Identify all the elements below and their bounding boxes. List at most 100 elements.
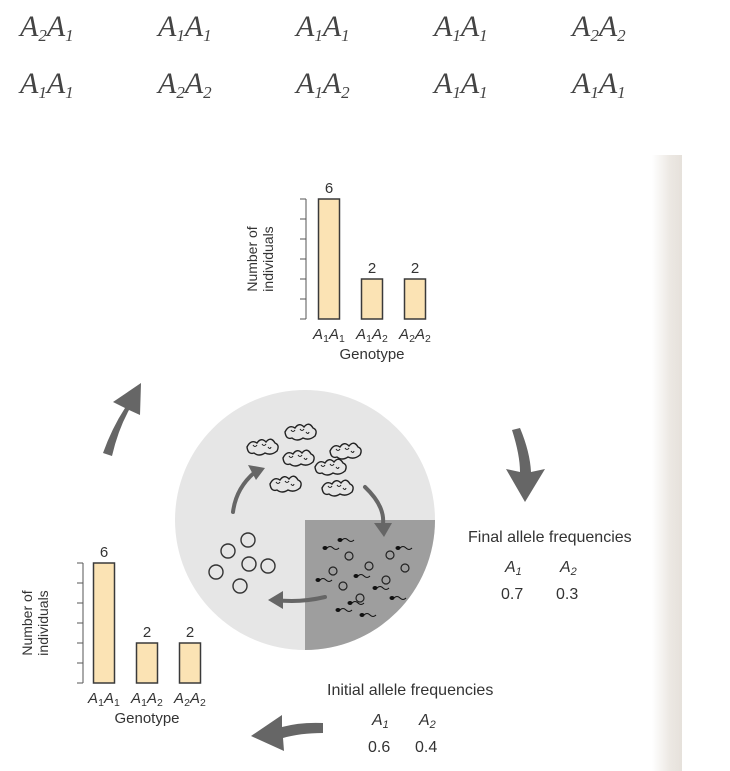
bar — [360, 278, 384, 320]
genotype-letter: A — [130, 690, 141, 707]
gametes — [315, 538, 413, 617]
sperm-head — [335, 608, 341, 612]
bar-value-label: 2 — [143, 624, 151, 641]
initial-freq-header-a2: A2 — [419, 712, 436, 731]
bar — [178, 642, 202, 684]
organism-outline — [321, 479, 354, 497]
egg-cell — [338, 581, 348, 591]
genotype-letter: A — [434, 67, 453, 100]
zygote — [208, 564, 224, 580]
genotype-letter: A — [371, 326, 382, 343]
x-axis-label: Genotype — [339, 346, 404, 363]
genotype-subscript: 1 — [452, 26, 461, 45]
x-axis-label: Genotype — [114, 710, 179, 727]
genotype-letter: A — [414, 326, 425, 343]
organism-detail — [275, 480, 295, 487]
genotype-letter: A — [598, 10, 618, 43]
sperm-head — [395, 546, 401, 550]
adult-organisms — [246, 423, 362, 497]
sperm-head — [372, 586, 378, 590]
final-freq-title: Final allele frequencies — [468, 529, 632, 546]
genotype-letter: A — [184, 10, 204, 43]
sperm-cell — [337, 538, 355, 542]
sperm-cell — [315, 578, 333, 582]
genotype-letter: A — [87, 690, 98, 707]
arrow-down-right — [506, 428, 545, 502]
egg-cell — [344, 551, 354, 561]
arrow-up-left — [103, 383, 141, 456]
inner-arrow-zygote-to-adult — [231, 470, 257, 514]
initial-freq-value-a1: 0.6 — [368, 739, 391, 756]
genotype-cell: A1A2 — [296, 67, 416, 103]
bar-value-label: 2 — [186, 624, 194, 641]
sperm-head — [337, 538, 343, 542]
genotype-letter: A — [322, 10, 342, 43]
inner-arrowhead — [248, 465, 265, 480]
zygote — [241, 556, 257, 572]
final-freq-header-a1-sub: 1 — [515, 566, 522, 578]
final-freq-value-a2: 0.3 — [556, 586, 579, 603]
genotype-letter: A — [20, 10, 39, 43]
genotype-subscript: 2 — [176, 83, 185, 102]
genotype-subscript: 2 — [157, 697, 163, 709]
genotype-subscript: 1 — [141, 697, 147, 709]
genotype-subscript: 1 — [176, 26, 185, 45]
category-label: A1 A2 — [130, 690, 163, 709]
genotype-subscript: 2 — [617, 26, 626, 45]
adult-organism — [329, 442, 362, 460]
initial-freq-header-a1: A1 — [372, 712, 389, 731]
y-axis-label: individuals — [35, 590, 51, 655]
genotype-letter: A — [296, 10, 315, 43]
sperm-head — [359, 613, 365, 617]
zygote — [260, 558, 276, 574]
genotype-subscript: 1 — [339, 333, 345, 345]
adult-organism — [321, 479, 354, 497]
initial-freq-title: Initial allele frequencies — [327, 682, 494, 699]
genotype-subscript: 1 — [452, 83, 461, 102]
genotype-letter: A — [398, 326, 409, 343]
sperm-head — [353, 574, 359, 578]
sperm-head — [315, 578, 321, 582]
sperm-tail — [341, 538, 355, 542]
inner-arrow-adult-to-gamete — [363, 485, 386, 526]
genotype-letter: A — [355, 326, 366, 343]
sperm-cell — [372, 586, 390, 590]
bar — [135, 642, 159, 684]
genotype-letter: A — [103, 690, 114, 707]
organism-detail — [288, 454, 308, 461]
genotype-subscript: 1 — [65, 83, 74, 102]
genotype-subscript: 2 — [382, 333, 388, 345]
genotype-subscript: 1 — [366, 333, 372, 345]
genotype-subscript: 1 — [590, 83, 599, 102]
egg-cell — [385, 550, 395, 560]
zygote — [240, 532, 256, 548]
genotype-subscript: 1 — [38, 83, 47, 102]
sperm-cell — [395, 546, 413, 550]
sperm-cell — [322, 546, 340, 550]
genotype-cell: A1A1 — [158, 10, 278, 46]
category-label: A1 A1 — [312, 326, 345, 345]
genotype-subscript: 2 — [590, 26, 599, 45]
genotype-letter: A — [572, 10, 591, 43]
genotype-cell: A1A1 — [572, 67, 692, 103]
organism-detail — [320, 463, 340, 470]
genotype-grid: A2A1 A1A1 A1A1 A1A1 A2A2 A1A1 A2A2 A1A2 A1A1 A1A1 — [0, 0, 730, 130]
organism-detail — [252, 443, 272, 450]
egg-cell — [381, 575, 391, 585]
genotype-subscript: 1 — [314, 26, 323, 45]
final-freq-header-a2-sub: 2 — [570, 566, 577, 578]
adult-organism — [282, 449, 315, 467]
bar — [403, 278, 427, 320]
genotype-cell: A1A1 — [296, 10, 416, 46]
organism-outline — [282, 449, 315, 467]
egg-cell — [355, 593, 365, 603]
genotype-subscript: 2 — [341, 83, 350, 102]
sperm-head — [322, 546, 328, 550]
organism-detail — [290, 428, 310, 435]
category-label: A1 A1 — [87, 690, 120, 709]
egg-cell — [400, 563, 410, 573]
genotype-letter: A — [158, 10, 177, 43]
adult-organism — [314, 458, 347, 476]
sperm-cell — [353, 574, 371, 578]
